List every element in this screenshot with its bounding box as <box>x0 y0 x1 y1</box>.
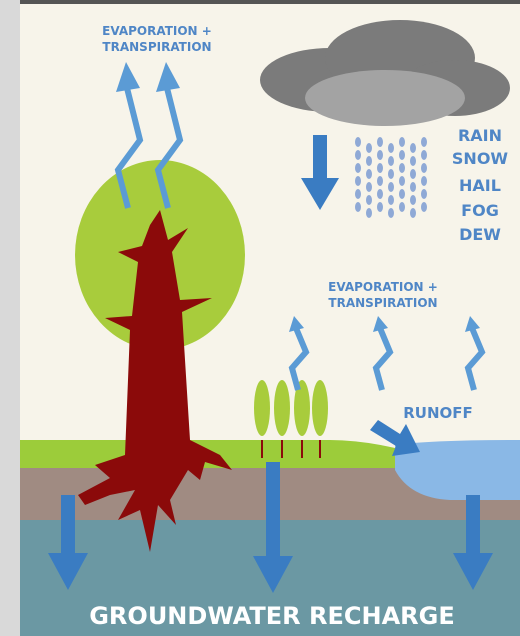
rain-drop <box>377 189 383 199</box>
rain-drop <box>399 137 405 147</box>
rain-drop <box>377 176 383 186</box>
rain-drop <box>388 169 394 179</box>
rain-drop <box>366 143 372 153</box>
rain-drop <box>388 182 394 192</box>
water-cycle-diagram: EVAPORATION + TRANSPIRATION RAIN SNOW HA… <box>0 0 520 636</box>
rain-drop <box>355 202 361 212</box>
rain-drop <box>399 202 405 212</box>
rain-drop <box>388 143 394 153</box>
precipitation-label: HAIL <box>459 176 501 195</box>
rain-drop <box>377 150 383 160</box>
precipitation-label: SNOW <box>452 149 509 168</box>
evaporation-label: EVAPORATION + <box>328 280 438 294</box>
rain-drop <box>410 143 416 153</box>
rain-drop <box>355 150 361 160</box>
rain-drop <box>355 189 361 199</box>
rain-drop <box>388 156 394 166</box>
rain-drop <box>377 163 383 173</box>
rain-drop <box>366 156 372 166</box>
rain-drop <box>421 202 427 212</box>
rain-drop <box>388 208 394 218</box>
rain-drop <box>388 195 394 205</box>
runoff-label: RUNOFF <box>403 404 473 422</box>
rain-drop <box>399 189 405 199</box>
rain-drop <box>366 208 372 218</box>
rain-drop <box>355 163 361 173</box>
rain-drop <box>410 156 416 166</box>
rain-drop <box>410 208 416 218</box>
rain-drop <box>366 169 372 179</box>
rain-drop <box>377 202 383 212</box>
rain-drop <box>421 189 427 199</box>
rain-drop <box>421 150 427 160</box>
left-border <box>0 0 20 636</box>
evaporation-label: EVAPORATION + <box>102 24 212 38</box>
groundwater-label: GROUNDWATER RECHARGE <box>89 602 455 630</box>
rain-drop <box>366 182 372 192</box>
rain-drop <box>399 163 405 173</box>
rain-drop <box>366 195 372 205</box>
rain-drop <box>421 176 427 186</box>
precipitation-label: FOG <box>461 201 499 220</box>
precipitation-label: DEW <box>459 225 501 244</box>
rain-drop <box>399 150 405 160</box>
evaporation-label: TRANSPIRATION <box>328 296 437 310</box>
rain-drop <box>410 195 416 205</box>
rain-drop <box>377 137 383 147</box>
precipitation-label: RAIN <box>458 126 502 145</box>
rain-drop <box>355 137 361 147</box>
top-border <box>0 0 520 4</box>
rain-drop <box>421 163 427 173</box>
rain-drop <box>410 182 416 192</box>
rain-drop <box>410 169 416 179</box>
evaporation-label: TRANSPIRATION <box>102 40 211 54</box>
rain-drop <box>399 176 405 186</box>
rain-drop <box>355 176 361 186</box>
rain-drop <box>421 137 427 147</box>
